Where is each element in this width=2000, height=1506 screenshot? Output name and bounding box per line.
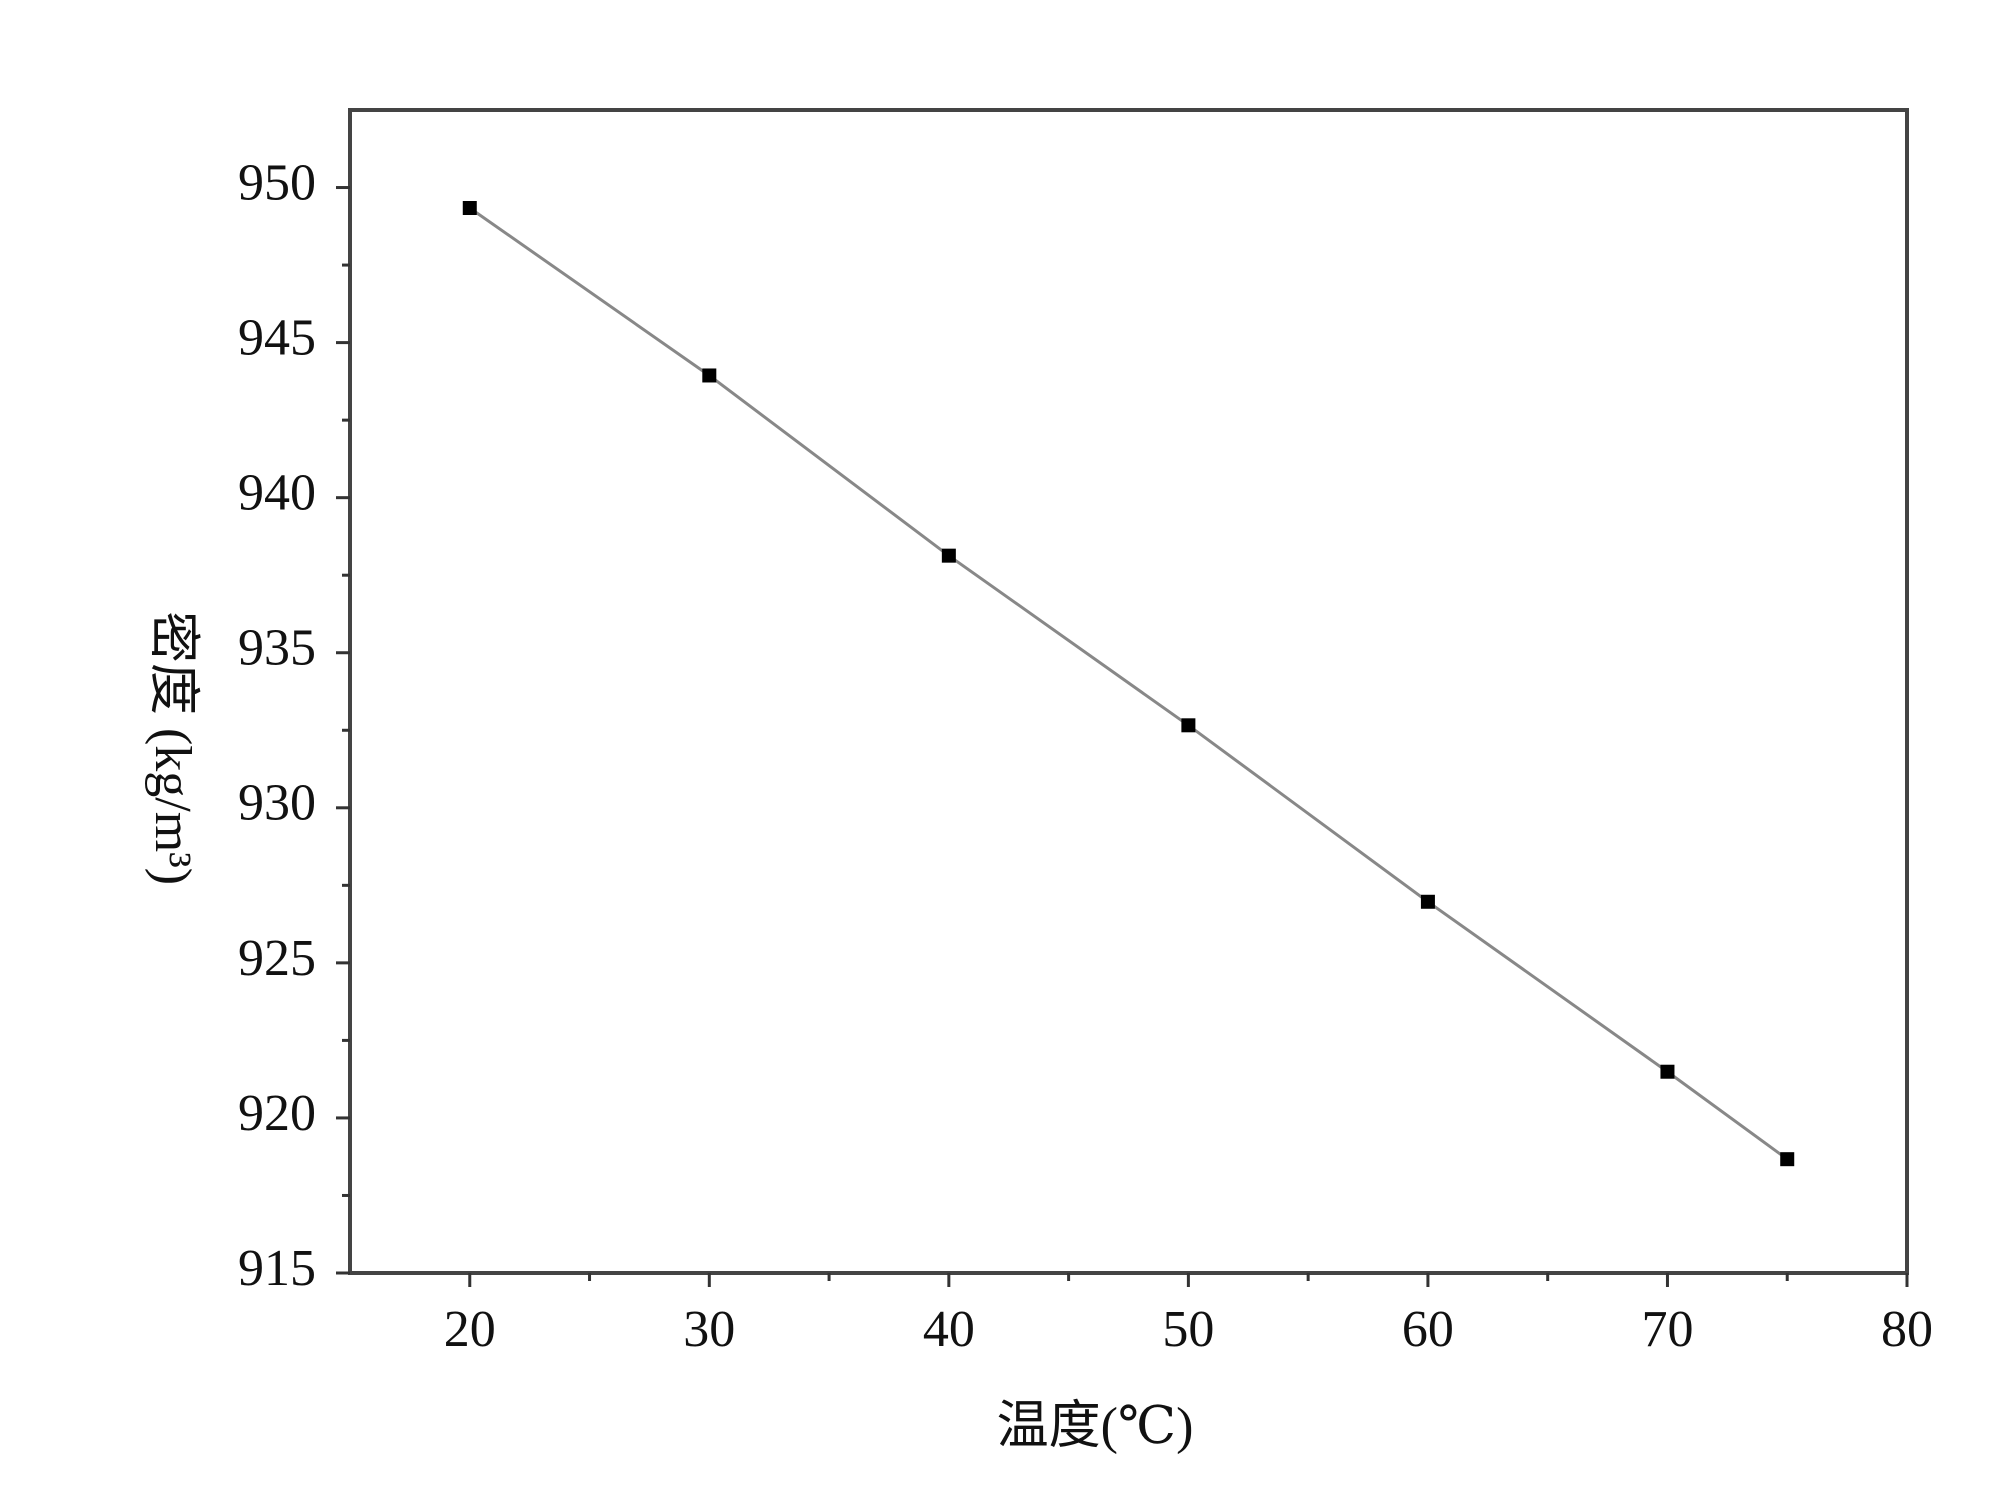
x-tick-label: 20: [444, 1301, 496, 1358]
x-tick-label: 80: [1881, 1301, 1933, 1358]
data-point: [1420, 894, 1435, 909]
x-tick-label: 50: [1162, 1301, 1214, 1358]
y-tick-label: 945: [238, 310, 316, 367]
y-axis-title: 密度 (kg/m³): [144, 611, 201, 885]
x-tick-label: 60: [1402, 1301, 1454, 1358]
plot-frame: [348, 108, 1909, 1275]
x-tick-label: 70: [1641, 1301, 1693, 1358]
data-point: [1780, 1152, 1795, 1167]
data-point: [1181, 718, 1196, 733]
y-tick-label: 920: [238, 1085, 316, 1142]
x-tick-label: 40: [923, 1301, 975, 1358]
y-tick-label: 930: [238, 775, 316, 832]
x-axis-title: 温度(℃): [997, 1398, 1194, 1455]
y-tick-label: 935: [238, 620, 316, 677]
y-tick-label: 950: [238, 154, 316, 211]
data-point: [702, 368, 717, 383]
y-tick-label: 940: [238, 465, 316, 522]
data-point: [941, 548, 956, 563]
data-line: [468, 206, 1789, 1161]
x-tick-label: 30: [683, 1301, 735, 1358]
data-point: [462, 201, 477, 216]
data-point: [1660, 1064, 1675, 1079]
y-tick-label: 925: [238, 930, 316, 987]
y-tick-label: 915: [238, 1240, 316, 1297]
